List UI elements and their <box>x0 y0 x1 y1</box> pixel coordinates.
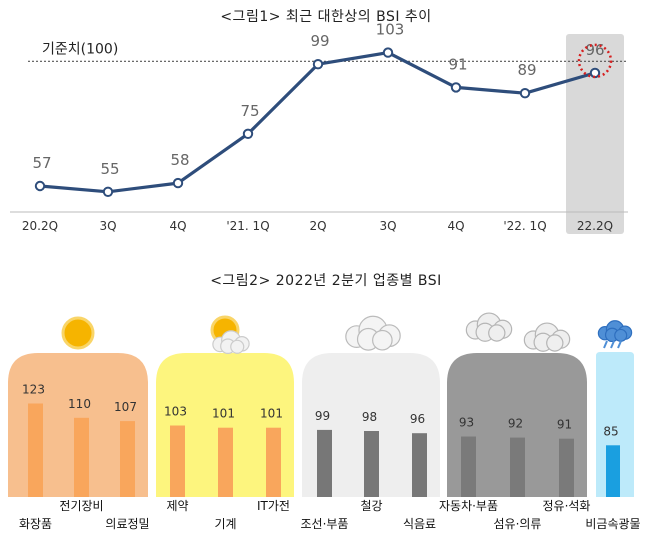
x-tick-label: 3Q <box>99 219 116 233</box>
dark-cloud-icon <box>465 312 571 352</box>
x-tick-label: 20.2Q <box>22 219 58 233</box>
bar <box>412 433 427 497</box>
highlight-band <box>566 34 624 234</box>
category-label: 화장품 <box>19 517 52 531</box>
bar <box>218 427 233 497</box>
data-point <box>102 186 114 198</box>
rain-icon <box>597 320 633 349</box>
bar-value-label: 101 <box>212 407 235 421</box>
x-tick-label: 4Q <box>447 219 464 233</box>
rain-drop <box>610 340 615 349</box>
bar-value-label: 99 <box>315 409 330 423</box>
x-tick-label: 3Q <box>379 219 396 233</box>
data-label: 55 <box>100 160 119 178</box>
category-label: 식음료 <box>403 517 436 531</box>
data-point <box>242 128 254 140</box>
data-label: 57 <box>32 154 51 172</box>
bsi-trend-line-chart: 기준치(100) 57 20.2Q 55 3Q 58 4Q 75 '21. 1Q 99 2Q 103 3… <box>10 21 628 234</box>
bar <box>364 431 379 497</box>
x-tick-label: '22. 1Q <box>503 219 546 233</box>
bar <box>170 425 185 497</box>
panel-background <box>156 353 294 497</box>
reference-label: 기준치(100) <box>42 41 118 57</box>
category-label: 기계 <box>214 517 236 531</box>
category-label: IT가전 <box>257 499 290 513</box>
bar-value-label: 91 <box>557 418 572 432</box>
bar-value-label: 92 <box>508 417 523 431</box>
figure2-title: <그림2> 2022년 2분기 업종별 BSI <box>210 273 442 289</box>
data-label: 89 <box>517 61 536 79</box>
category-label: 비금속광물 <box>585 517 640 531</box>
bar-value-label: 103 <box>164 405 187 419</box>
bar-value-label: 101 <box>260 407 283 421</box>
bar <box>461 436 476 497</box>
partly-sunny-icon <box>210 315 250 354</box>
highlight-circle <box>577 43 613 79</box>
data-point <box>450 82 462 93</box>
data-point <box>519 88 531 99</box>
bar-value-label: 123 <box>22 383 45 397</box>
data-label: 103 <box>376 21 405 39</box>
sector-group: 99 조선·부품 98 철강 96 식음료 <box>301 315 440 531</box>
cloud-shape <box>523 322 571 352</box>
data-point <box>589 67 601 79</box>
bar <box>606 445 620 497</box>
rain-drop <box>617 340 622 349</box>
bar-value-label: 93 <box>459 416 474 430</box>
category-label: 자동차·부품 <box>439 499 498 513</box>
sector-group: 123 화장품 110 전기장비 107 의료정밀 <box>8 316 150 531</box>
bar <box>559 438 574 497</box>
sector-group: 103 제약 101 기계 101 IT가전 <box>156 315 294 531</box>
bar <box>510 437 525 497</box>
panel-background <box>596 352 634 497</box>
bar-value-label: 85 <box>603 424 618 438</box>
bar <box>266 427 281 497</box>
x-tick-label: 22.2Q <box>577 219 613 233</box>
cloud-shape <box>345 315 401 351</box>
bar <box>74 417 89 497</box>
data-point <box>312 58 324 70</box>
x-tick-label: '21. 1Q <box>226 219 269 233</box>
bar <box>317 429 332 497</box>
bar-value-label: 96 <box>410 412 425 426</box>
data-point <box>172 177 184 189</box>
sector-group: 93 자동차·부품 92 섬유·의류 91 정유·석화 <box>439 312 591 531</box>
category-label: 조선·부품 <box>301 517 349 531</box>
data-label: 58 <box>170 151 189 169</box>
category-label: 전기장비 <box>59 499 103 513</box>
category-label: 섬유·의류 <box>494 517 542 531</box>
data-label: 99 <box>310 32 329 50</box>
category-label: 의료정밀 <box>105 517 149 531</box>
figure1-title: <그림1> 최근 대한상의 BSI 추이 <box>220 9 432 25</box>
data-label: 75 <box>240 102 259 120</box>
cloud-shape <box>465 312 513 342</box>
data-label: 91 <box>448 55 467 73</box>
bar-value-label: 110 <box>68 397 91 411</box>
bar <box>120 421 135 497</box>
data-point <box>382 47 394 58</box>
x-tick-label: 4Q <box>169 219 186 233</box>
category-label: 철강 <box>360 499 382 513</box>
data-point <box>34 180 46 192</box>
sunny-icon <box>61 316 95 350</box>
sector-group: 85 비금속광물 <box>585 320 641 531</box>
cloud-shape <box>212 330 250 354</box>
x-tick-label: 2Q <box>309 219 326 233</box>
panel-background <box>447 353 587 497</box>
bar <box>28 403 43 497</box>
cloudy-icon <box>345 315 401 351</box>
panel-background <box>302 353 440 497</box>
category-label: 제약 <box>166 498 188 513</box>
sun-shape <box>61 316 95 350</box>
cloud-shape <box>597 320 633 343</box>
bar-value-label: 98 <box>362 410 377 424</box>
bar-value-label: 107 <box>114 400 137 414</box>
rain-drop <box>603 340 608 349</box>
category-label: 정유·석화 <box>543 499 591 513</box>
